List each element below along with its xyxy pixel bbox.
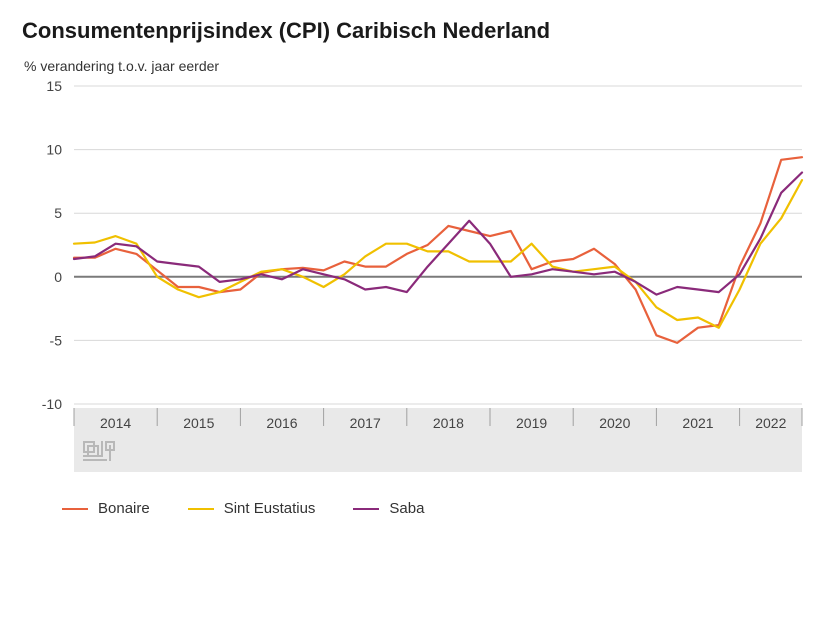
legend-swatch <box>353 508 379 510</box>
svg-text:5: 5 <box>54 205 62 221</box>
svg-text:-10: -10 <box>42 396 62 412</box>
svg-text:2014: 2014 <box>100 415 131 431</box>
svg-text:0: 0 <box>54 269 62 285</box>
legend: Bonaire Sint Eustatius Saba <box>62 500 818 517</box>
svg-text:2018: 2018 <box>433 415 464 431</box>
legend-label: Bonaire <box>98 500 150 517</box>
svg-text:2022: 2022 <box>755 415 786 431</box>
svg-text:15: 15 <box>46 78 62 94</box>
svg-text:2021: 2021 <box>682 415 713 431</box>
legend-item-sint-eustatius: Sint Eustatius <box>188 500 316 517</box>
legend-label: Sint Eustatius <box>224 500 316 517</box>
chart-svg: -10 -5 0 5 10 15 2014 2015 2016 2017 2018 2019 2020 2… <box>22 76 812 476</box>
svg-text:10: 10 <box>46 142 62 158</box>
legend-item-saba: Saba <box>353 500 424 517</box>
legend-swatch <box>62 508 88 510</box>
chart-title: Consumentenprijsindex (CPI) Caribisch Ne… <box>22 18 818 44</box>
svg-text:2016: 2016 <box>266 415 297 431</box>
svg-text:2019: 2019 <box>516 415 547 431</box>
chart-plot: -10 -5 0 5 10 15 2014 2015 2016 2017 2018 2019 2020 2… <box>22 76 812 476</box>
svg-text:2017: 2017 <box>350 415 381 431</box>
svg-text:-5: -5 <box>50 332 63 348</box>
legend-swatch <box>188 508 214 510</box>
y-axis-label: % verandering t.o.v. jaar eerder <box>24 58 818 74</box>
legend-item-bonaire: Bonaire <box>62 500 150 517</box>
legend-label: Saba <box>389 500 424 517</box>
svg-text:2015: 2015 <box>183 415 214 431</box>
svg-text:2020: 2020 <box>599 415 630 431</box>
